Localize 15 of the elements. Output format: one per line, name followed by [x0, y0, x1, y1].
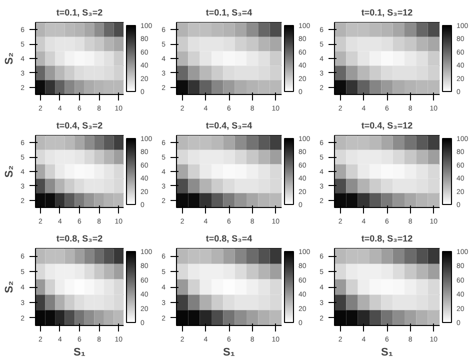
x-axis-title: S₁: [381, 346, 394, 358]
x-axis-title: S₁: [74, 346, 86, 358]
chart-title: t=0.1, S₃=4: [206, 8, 252, 18]
chart-title: t=0.1, S₃=2: [56, 8, 103, 18]
y-axis-title: S₂: [4, 165, 16, 178]
chart-title: t=0.8, S₃=12: [361, 234, 413, 244]
chart-title: t=0.8, S₃=4: [206, 234, 252, 244]
chart-title: t=0.8, S₃=2: [56, 234, 103, 244]
chart-title: t=0.1, S₃=12: [361, 8, 413, 18]
chart-title: t=0.4, S₃=12: [361, 120, 413, 130]
x-axis-title: S₁: [223, 346, 236, 358]
chart-title: t=0.4, S₃=4: [206, 120, 252, 130]
y-axis-title: S₂: [4, 280, 16, 294]
chart-title: t=0.4, S₃=2: [56, 120, 103, 130]
y-axis-title: S₂: [4, 52, 16, 65]
